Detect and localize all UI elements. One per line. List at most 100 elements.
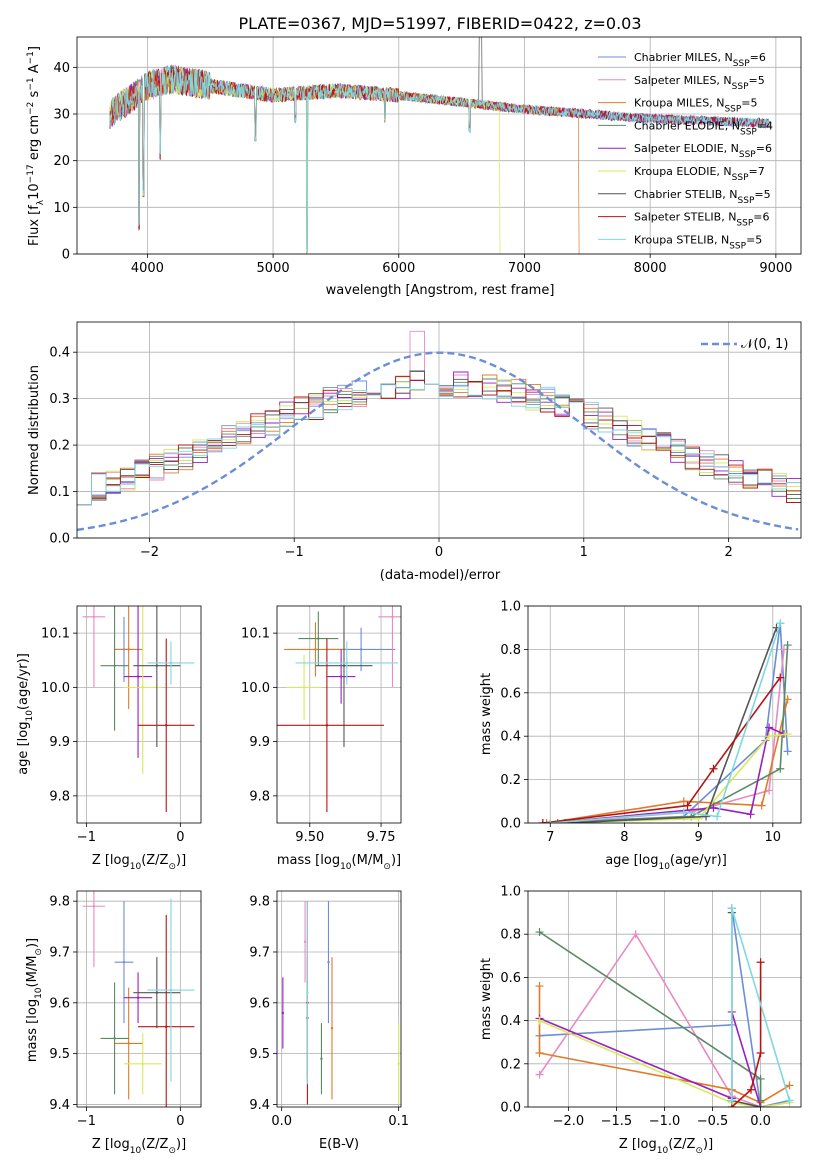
data-point bbox=[342, 664, 346, 667]
data-point bbox=[141, 1062, 144, 1066]
x-tick-label: 2 bbox=[724, 545, 732, 560]
x-tick-label: 5000 bbox=[257, 261, 290, 276]
data-marker bbox=[765, 723, 774, 732]
x-tick-label: 6000 bbox=[382, 261, 415, 276]
x-tick-label: −1 bbox=[285, 545, 304, 560]
data-point bbox=[136, 996, 140, 999]
data-point bbox=[359, 648, 363, 651]
spectrum-series-9 bbox=[109, 64, 770, 253]
x-tick-label: 7 bbox=[546, 830, 554, 845]
data-point bbox=[169, 988, 173, 992]
x-tick-label: −2 bbox=[140, 545, 159, 560]
y-tick-label: 0.8 bbox=[500, 928, 521, 943]
data-marker bbox=[756, 1103, 765, 1107]
x-axis-label: Z [log10(Z/Z⊙)] bbox=[619, 1137, 713, 1156]
plot-area bbox=[281, 901, 400, 1105]
plot-area bbox=[109, 37, 770, 254]
legend-entry: Salpeter STELIB, NSSP=6 bbox=[634, 211, 770, 229]
y-axis-label: Flux [fλ10−17 erg cm−2 s−1 A−1] bbox=[26, 46, 46, 246]
data-point bbox=[113, 1037, 116, 1040]
data-marker bbox=[709, 803, 718, 812]
data-marker bbox=[785, 1081, 794, 1090]
data-point bbox=[113, 664, 116, 667]
y-axis-label: mass weight bbox=[479, 673, 494, 755]
x-tick-label: 4000 bbox=[131, 261, 164, 276]
x-axis-label: (data-model)/error bbox=[380, 568, 501, 583]
y-tick-label: 0.0 bbox=[500, 817, 521, 832]
x-axis-label: Z [log10(Z/Z⊙)] bbox=[92, 1137, 186, 1156]
legend-entry: Salpeter MILES, NSSP=5 bbox=[634, 74, 765, 92]
data-marker bbox=[679, 808, 688, 817]
x-tick-label: 7000 bbox=[508, 261, 541, 276]
y-tick-label: 9.8 bbox=[49, 895, 70, 910]
axes-frame bbox=[276, 890, 402, 1108]
data-point bbox=[306, 991, 309, 994]
x-tick-label: 0.0 bbox=[750, 1114, 771, 1129]
x-tick-label: 0.0 bbox=[271, 1114, 292, 1129]
y-axis-label: mass weight bbox=[479, 958, 494, 1040]
y-axis-label: age [log10(age/yr)] bbox=[16, 653, 35, 775]
plot-area bbox=[82, 891, 195, 1107]
data-point bbox=[317, 637, 320, 640]
y-tick-label: 9.6 bbox=[49, 996, 70, 1011]
plot-area bbox=[82, 606, 195, 813]
data-marker bbox=[553, 819, 562, 823]
data-marker bbox=[783, 730, 792, 739]
y-tick-label: 40 bbox=[53, 61, 70, 76]
weight-series-6 bbox=[539, 1019, 790, 1107]
y-tick-label: 0.2 bbox=[500, 1057, 521, 1072]
x-tick-label: −0.5 bbox=[697, 1114, 729, 1129]
legend: Chabrier MILES, NSSP=6 Salpeter MILES, NS… bbox=[598, 51, 773, 251]
y-tick-label: 9.8 bbox=[249, 789, 270, 804]
axes-mass_vs_EBV: 0.0 0.1 9.4 9.5 9.6 9.7 9.8 bbox=[249, 890, 409, 1129]
data-marker bbox=[535, 1070, 544, 1079]
y-tick-label: 0.8 bbox=[500, 643, 521, 658]
axes-spectrum: 4000 5000 6000 7000 8000 9000 0 10 20 30 40 bbox=[53, 36, 802, 276]
data-marker bbox=[709, 764, 718, 773]
weight-series-3 bbox=[546, 699, 789, 823]
y-tick-label: 10.0 bbox=[41, 681, 70, 696]
data-marker bbox=[776, 619, 785, 628]
axes-frame bbox=[76, 321, 802, 539]
residual-histogram-9 bbox=[77, 383, 801, 506]
y-tick-label: 0 bbox=[62, 248, 70, 263]
x-tick-label: −1.5 bbox=[601, 1114, 633, 1129]
data-marker bbox=[756, 958, 765, 967]
data-point bbox=[136, 675, 140, 678]
figure-title: PLATE=0367, MJD=51997, FIBERID=0422, z=0… bbox=[238, 14, 641, 33]
axes-weight_vs_age: 7 8 9 10 0.0 0.2 0.4 0.6 0.8 1.0 bbox=[500, 600, 802, 845]
y-tick-label: 10.0 bbox=[241, 681, 270, 696]
legend-entry: Chabrier STELIB, NSSP=5 bbox=[634, 188, 771, 206]
data-marker bbox=[746, 810, 755, 819]
data-point bbox=[391, 615, 394, 619]
data-point bbox=[155, 991, 159, 994]
x-tick-label: 9.75 bbox=[367, 830, 396, 845]
data-marker bbox=[727, 904, 736, 913]
data-marker bbox=[542, 819, 551, 823]
data-marker bbox=[535, 928, 544, 937]
data-point bbox=[320, 1057, 323, 1060]
y-tick-label: 9.7 bbox=[249, 945, 270, 960]
data-point bbox=[169, 661, 173, 665]
weight-series-8 bbox=[731, 962, 762, 1107]
weight-series-9 bbox=[550, 623, 781, 823]
data-marker bbox=[727, 1096, 736, 1105]
legend-entry: 𝒩(0, 1) bbox=[741, 337, 788, 352]
y-tick-label: 0.0 bbox=[49, 532, 70, 547]
y-tick-label: 20 bbox=[53, 154, 70, 169]
legend-entry: Chabrier ELODIE, NSSP=4 bbox=[634, 119, 773, 137]
x-tick-label: −1 bbox=[77, 830, 96, 845]
weight-series-4 bbox=[557, 645, 789, 823]
x-tick-label: −1.0 bbox=[649, 1114, 681, 1129]
y-tick-label: 9.8 bbox=[49, 789, 70, 804]
chart-layer: 4000 5000 6000 7000 8000 9000010203040wavelen… bbox=[16, 36, 802, 1156]
x-tick-label: 9000 bbox=[759, 261, 792, 276]
data-marker bbox=[535, 982, 544, 991]
legend-entry: Kroupa MILES, NSSP=5 bbox=[634, 97, 758, 115]
y-tick-label: 9.6 bbox=[249, 996, 270, 1011]
axes-frame bbox=[76, 36, 802, 255]
y-tick-label: 0.4 bbox=[49, 346, 70, 361]
plot-area bbox=[535, 904, 794, 1107]
y-tick-label: 10.1 bbox=[241, 627, 270, 642]
